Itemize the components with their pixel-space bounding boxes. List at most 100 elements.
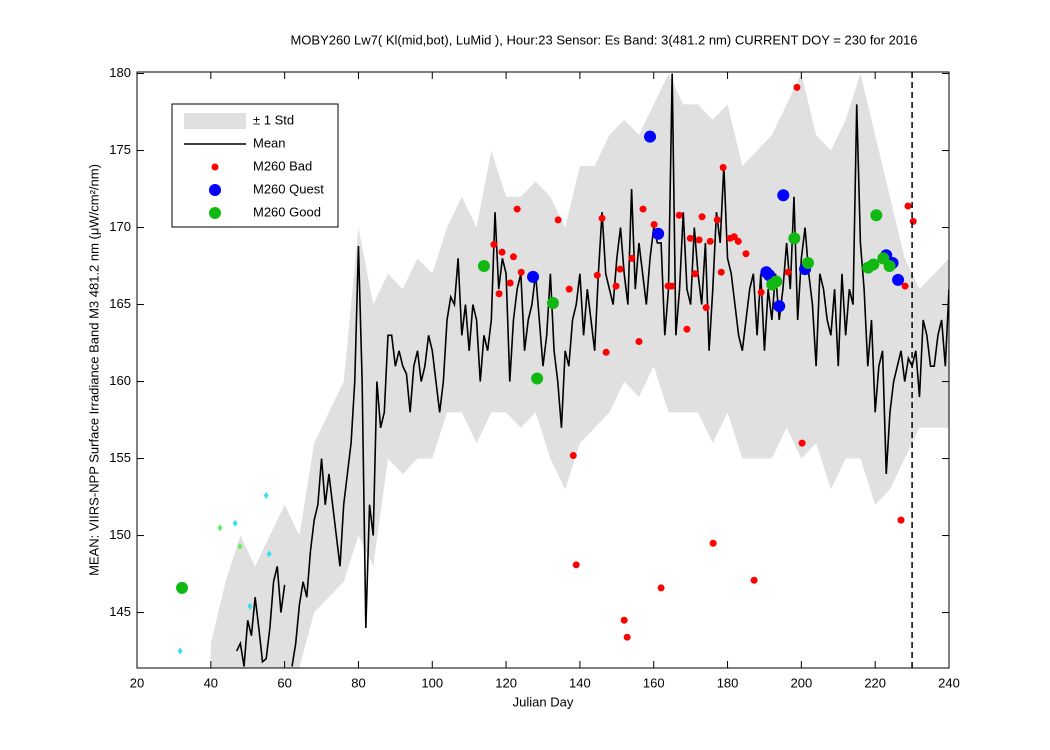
legend-label: M260 Good bbox=[253, 204, 321, 219]
point bbox=[527, 270, 540, 283]
point bbox=[263, 492, 269, 500]
point bbox=[635, 338, 643, 346]
plot-layer bbox=[176, 72, 949, 668]
legend-marker bbox=[209, 184, 221, 196]
point bbox=[531, 372, 544, 385]
axes-layer: 20 40 60 80 100 120 140 160 180 200 220 240 145 150 15… bbox=[109, 65, 960, 690]
legend: ± 1 Std Mean M260 Bad M260 Quest M260 Good bbox=[171, 103, 339, 228]
point bbox=[177, 647, 183, 655]
point bbox=[702, 304, 710, 312]
point bbox=[757, 288, 765, 296]
point bbox=[750, 576, 758, 584]
point bbox=[742, 250, 750, 258]
point bbox=[730, 233, 738, 241]
point bbox=[904, 202, 912, 210]
legend-label: Mean bbox=[253, 135, 286, 150]
point bbox=[546, 297, 559, 310]
point bbox=[565, 285, 573, 293]
point bbox=[598, 214, 606, 222]
point bbox=[644, 130, 657, 143]
point bbox=[777, 189, 790, 202]
y-tick-label: 175 bbox=[109, 142, 131, 157]
point bbox=[798, 439, 806, 447]
y-axis-label: MEAN: VIIRS-NPP Surface Irradiance Band … bbox=[86, 164, 101, 576]
y-tick-label: 145 bbox=[109, 604, 131, 619]
point bbox=[773, 300, 786, 313]
chart-title: MOBY260 Lw7( Kl(mid,bot), LuMid ), Hour:… bbox=[290, 32, 917, 47]
y-tick-label: 180 bbox=[109, 65, 131, 80]
x-tick-label: 140 bbox=[569, 675, 591, 690]
x-tick-label: 120 bbox=[495, 675, 517, 690]
point bbox=[509, 253, 517, 261]
point bbox=[498, 248, 506, 256]
point bbox=[495, 290, 503, 298]
x-tick-label: 200 bbox=[791, 675, 813, 690]
point bbox=[870, 209, 883, 222]
mean-line bbox=[235, 566, 286, 667]
legend-label: M260 Bad bbox=[253, 158, 312, 173]
point bbox=[719, 163, 727, 171]
point bbox=[695, 236, 703, 244]
point bbox=[602, 348, 610, 356]
x-tick-label: 160 bbox=[643, 675, 665, 690]
point bbox=[266, 550, 272, 558]
point bbox=[616, 265, 624, 273]
point bbox=[686, 234, 694, 242]
point bbox=[247, 602, 253, 610]
x-tick-label: 80 bbox=[351, 675, 365, 690]
point bbox=[706, 237, 714, 245]
legend-swatch bbox=[184, 113, 246, 129]
std-band bbox=[210, 73, 949, 668]
point bbox=[477, 260, 490, 273]
point bbox=[683, 325, 691, 333]
point bbox=[569, 451, 577, 459]
point bbox=[217, 524, 223, 532]
x-tick-label: 240 bbox=[938, 675, 960, 690]
point bbox=[668, 282, 676, 290]
point bbox=[554, 216, 562, 224]
point bbox=[867, 258, 880, 271]
point bbox=[506, 279, 514, 287]
point bbox=[593, 271, 601, 279]
point bbox=[734, 237, 742, 245]
y-tick-label: 160 bbox=[109, 373, 131, 388]
x-tick-label: 60 bbox=[277, 675, 291, 690]
point bbox=[650, 220, 658, 228]
point bbox=[628, 254, 636, 262]
point bbox=[232, 519, 238, 527]
point bbox=[793, 83, 801, 91]
point bbox=[897, 516, 905, 524]
point bbox=[709, 539, 717, 547]
y-tick-label: 170 bbox=[109, 219, 131, 234]
point bbox=[517, 268, 525, 276]
point bbox=[909, 217, 917, 225]
point bbox=[784, 268, 792, 276]
point bbox=[652, 227, 665, 240]
point bbox=[612, 282, 620, 290]
point bbox=[620, 616, 628, 624]
legend-marker bbox=[209, 207, 221, 219]
point bbox=[802, 256, 815, 269]
point bbox=[639, 205, 647, 213]
point bbox=[883, 260, 896, 273]
y-tick-label: 150 bbox=[109, 527, 131, 542]
legend-label: ± 1 Std bbox=[253, 112, 294, 127]
x-tick-label: 220 bbox=[864, 675, 886, 690]
point bbox=[698, 213, 706, 221]
point bbox=[623, 633, 631, 641]
x-tick-label: 20 bbox=[130, 675, 144, 690]
point bbox=[717, 268, 725, 276]
y-tick-label: 155 bbox=[109, 450, 131, 465]
point bbox=[513, 205, 521, 213]
point bbox=[176, 581, 189, 594]
point bbox=[675, 211, 683, 219]
x-tick-label: 40 bbox=[204, 675, 218, 690]
point bbox=[237, 542, 243, 550]
point bbox=[490, 240, 498, 248]
x-axis-label: Julian Day bbox=[513, 694, 574, 709]
point bbox=[901, 282, 909, 290]
axes-frame bbox=[136, 71, 950, 669]
point bbox=[713, 216, 721, 224]
legend-marker bbox=[211, 163, 219, 171]
point bbox=[788, 232, 801, 245]
